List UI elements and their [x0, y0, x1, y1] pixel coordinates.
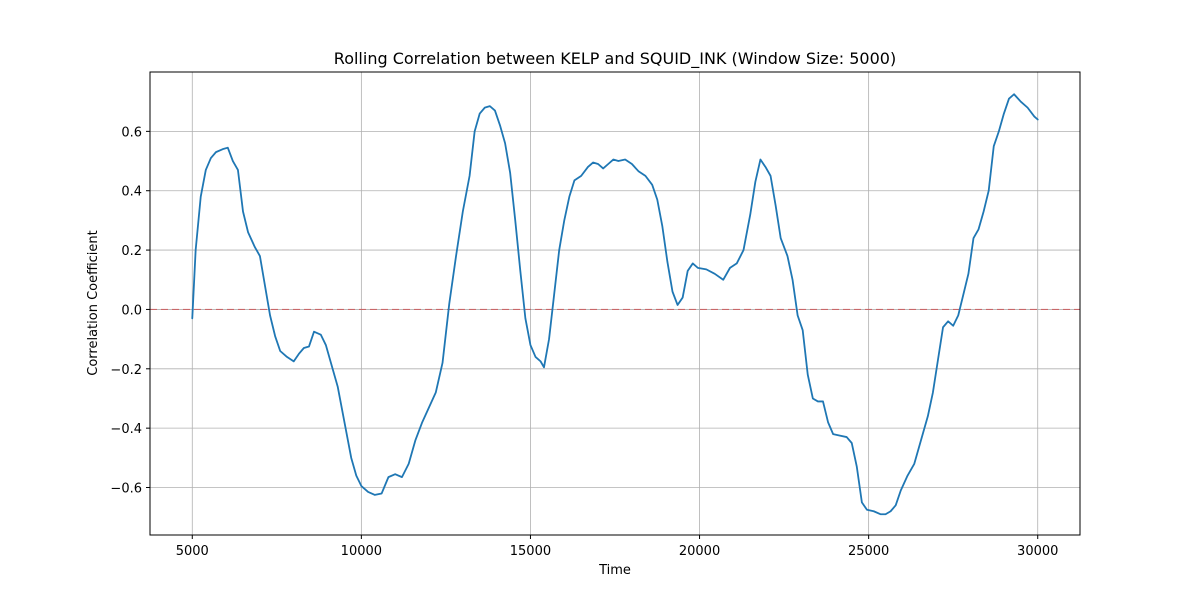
y-tick-label: 0.2	[121, 244, 142, 259]
x-tick-label: 25000	[848, 544, 889, 559]
y-tick-label: −0.4	[110, 422, 142, 437]
x-axis-ticks: 5000 10000 15000 20000 25000 30000	[176, 535, 1058, 559]
x-tick-label: 30000	[1017, 544, 1058, 559]
y-tick-label: 0.6	[121, 125, 142, 140]
x-tick-label: 15000	[510, 544, 551, 559]
y-tick-label: 0.4	[121, 185, 142, 200]
y-axis-label: Correlation Coefficient	[86, 230, 101, 376]
chart-title: Rolling Correlation between KELP and SQU…	[334, 49, 896, 69]
plot-frame	[149, 71, 1081, 536]
y-tick-label: −0.2	[110, 363, 142, 378]
correlation-series-line	[191, 93, 1039, 516]
y-axis-ticks: −0.6 −0.4 −0.2 0.0 0.2 0.4 0.6	[110, 125, 150, 497]
x-axis-label: Time	[598, 563, 631, 578]
y-tick-label: 0.0	[121, 303, 142, 318]
x-tick-label: 5000	[176, 544, 209, 559]
y-tick-label: −0.6	[110, 482, 142, 497]
series-group	[191, 93, 1039, 516]
x-tick-label: 20000	[679, 544, 720, 559]
x-tick-label: 10000	[341, 544, 382, 559]
